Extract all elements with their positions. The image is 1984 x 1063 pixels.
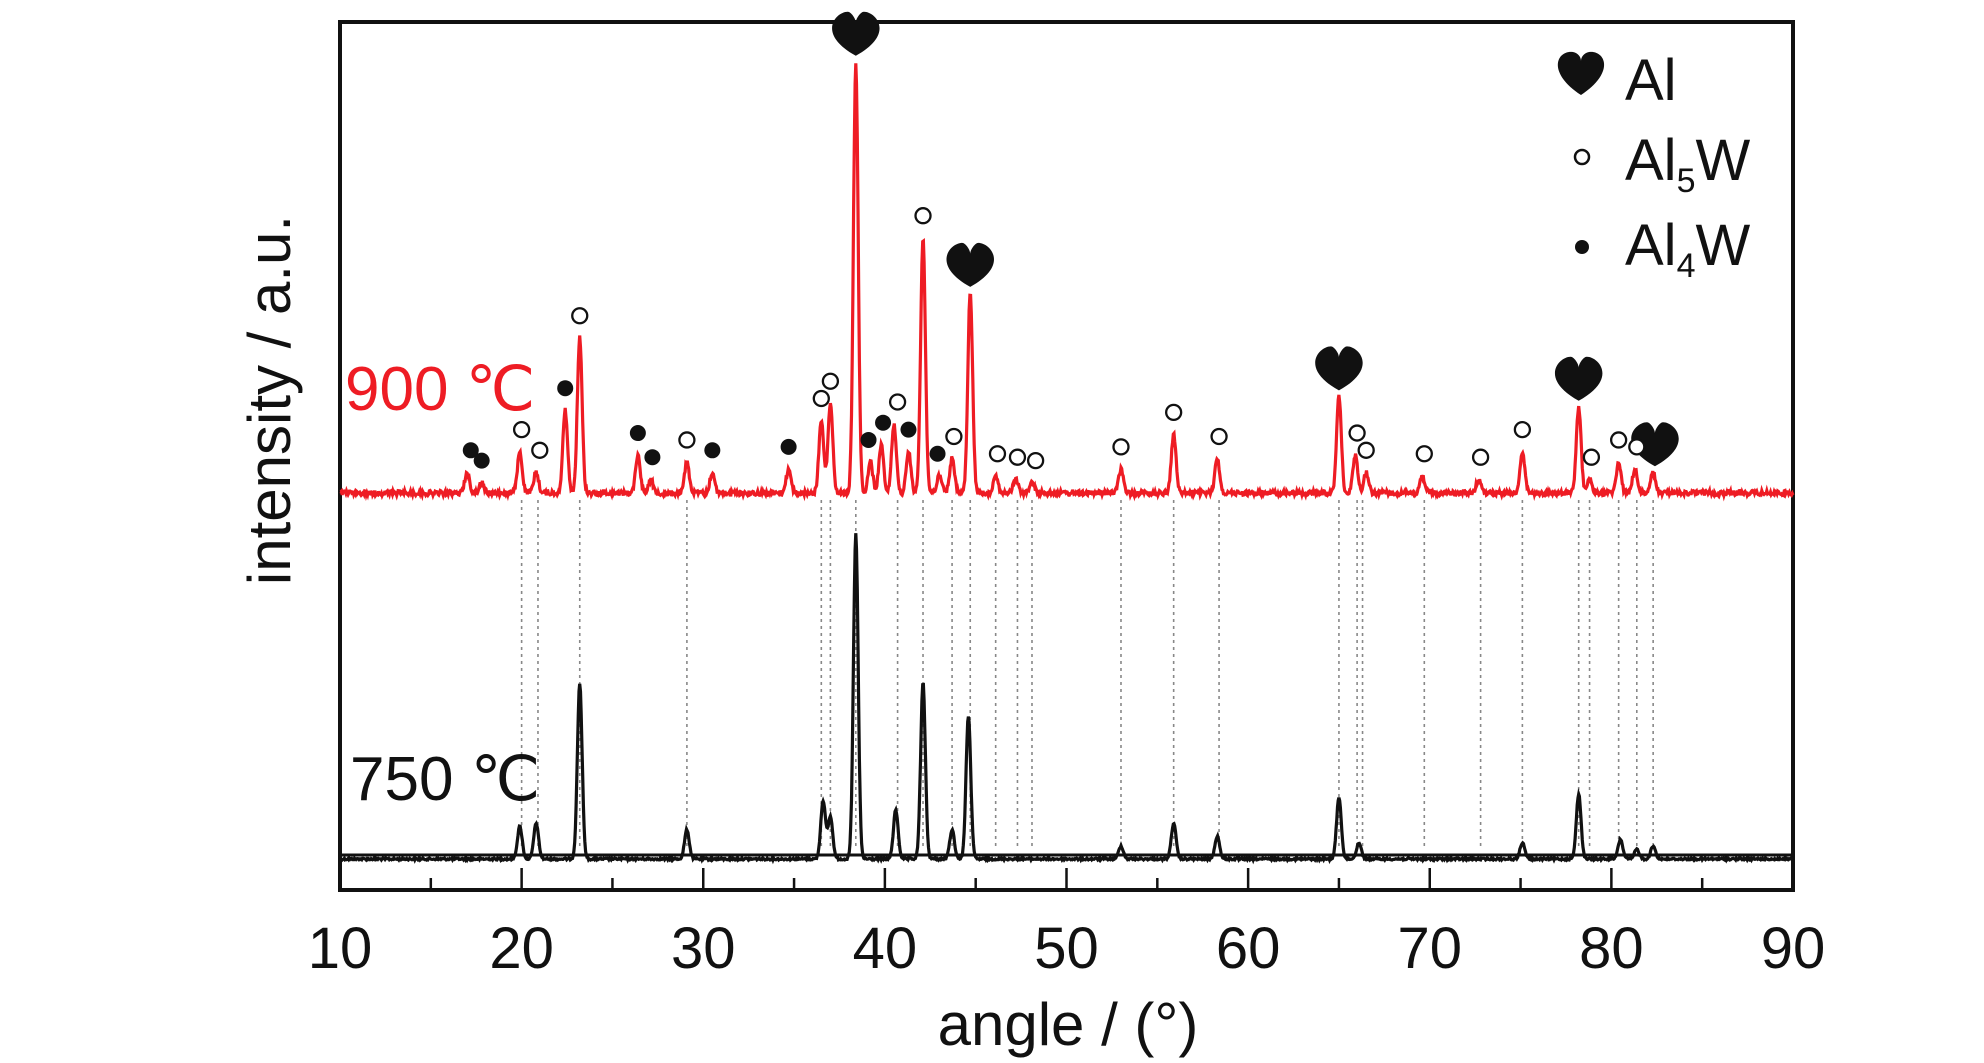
y-axis-title: intensity / a.u. <box>236 215 303 585</box>
legend-label-al4w: Al4W <box>1625 213 1751 285</box>
legend-al4w-sub: 4 <box>1677 247 1696 285</box>
al5w-open-circle-icon-17 <box>1415 445 1433 463</box>
al-heart-icon-3 <box>1554 356 1603 401</box>
al5w-open-circle-icon-0 <box>512 420 531 439</box>
al5w-open-circle-icon-5 <box>821 372 840 390</box>
legend-al5w-suffix: W <box>1696 128 1751 193</box>
series-lines <box>338 63 1795 865</box>
series-line-900 <box>339 63 1795 502</box>
x-tick-label-40: 40 <box>853 916 918 981</box>
legend-al5w-sub: 5 <box>1677 162 1696 200</box>
al4w-filled-circle-icon-9 <box>900 421 917 438</box>
al5w-open-circle-icon-16 <box>1357 441 1375 459</box>
al4w-filled-circle-icon-0 <box>462 442 479 459</box>
phase-markers <box>462 11 1679 470</box>
al5w-open-circle-icon-11 <box>1026 451 1045 470</box>
al5w-open-circle-icon-7 <box>914 207 932 225</box>
legend-filled-circle-icon <box>1575 240 1589 254</box>
al5w-open-circle-icon-14 <box>1210 427 1228 446</box>
curve-label-900: 900 ℃ <box>345 355 535 424</box>
al4w-filled-circle-icon-1 <box>473 452 490 469</box>
guide-lines <box>520 500 1654 850</box>
al5w-open-circle-icon-10 <box>1008 448 1027 466</box>
x-tick-label-70: 70 <box>1397 916 1462 981</box>
x-axis-title: angle / (°) <box>938 991 1199 1058</box>
x-axis-ticks: 10 20 30 40 50 60 70 80 90 <box>308 868 1826 981</box>
legend-al4w-base: Al <box>1625 213 1677 278</box>
al5w-open-circle-icon-2 <box>571 307 589 325</box>
al-heart-icon-2 <box>1315 346 1363 391</box>
x-tick-label-50: 50 <box>1034 916 1099 981</box>
al5w-open-circle-icon-13 <box>1165 403 1183 422</box>
legend: Al Al5W Al4W <box>1557 48 1751 285</box>
al4w-filled-circle-icon-2 <box>557 380 574 397</box>
legend-open-circle-icon <box>1573 148 1591 166</box>
al-heart-icon-4 <box>1631 422 1679 467</box>
al4w-filled-circle-icon-6 <box>780 438 797 455</box>
legend-al4w-suffix: W <box>1696 213 1751 278</box>
al5w-open-circle-icon-22 <box>1628 438 1646 456</box>
al4w-filled-circle-icon-10 <box>929 445 946 462</box>
x-tick-label-90: 90 <box>1761 916 1826 981</box>
x-tick-label-60: 60 <box>1216 916 1281 981</box>
al5w-open-circle-icon-15 <box>1348 424 1366 442</box>
al4w-filled-circle-icon-8 <box>875 414 892 431</box>
al5w-open-circle-icon-12 <box>1112 438 1130 456</box>
al5w-open-circle-icon-21 <box>1609 431 1628 449</box>
x-tick-label-80: 80 <box>1579 916 1644 981</box>
x-tick-label-20: 20 <box>489 916 554 981</box>
al5w-open-circle-icon-9 <box>988 445 1007 463</box>
legend-al5w-base: Al <box>1625 128 1677 193</box>
al5w-open-circle-icon-6 <box>888 393 907 411</box>
al4w-filled-circle-icon-5 <box>704 442 721 459</box>
legend-label-al: Al <box>1625 48 1677 113</box>
al4w-filled-circle-icon-3 <box>629 425 646 442</box>
al5w-open-circle-icon-1 <box>531 441 549 459</box>
x-tick-label-30: 30 <box>671 916 736 981</box>
legend-label-al5w: Al5W <box>1625 128 1751 200</box>
x-tick-label-10: 10 <box>308 916 373 981</box>
curve-label-750: 750 ℃ <box>350 745 540 814</box>
al5w-open-circle-icon-19 <box>1513 420 1532 439</box>
al5w-open-circle-icon-4 <box>812 389 830 408</box>
series-line-750 <box>338 533 1795 865</box>
legend-heart-icon <box>1557 51 1605 95</box>
al5w-open-circle-icon-18 <box>1471 448 1490 466</box>
al4w-filled-circle-icon-7 <box>860 431 877 448</box>
al5w-open-circle-icon-3 <box>678 431 696 449</box>
al-heart-icon-1 <box>946 242 994 287</box>
al5w-open-circle-icon-20 <box>1582 448 1601 466</box>
al-heart-icon-0 <box>832 11 880 56</box>
al4w-filled-circle-icon-4 <box>644 449 661 466</box>
al5w-open-circle-icon-8 <box>945 427 963 446</box>
